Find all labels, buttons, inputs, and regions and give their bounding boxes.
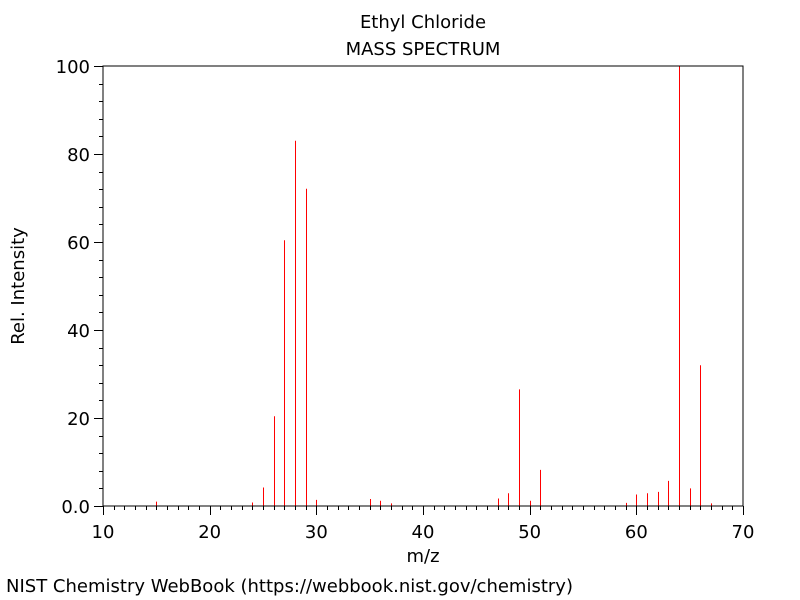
mass-spectrum-chart: Ethyl Chloride MASS SPECTRUM 10 20 30 40 50 6… <box>8 12 755 567</box>
x-tick-label-20: 20 <box>198 522 221 543</box>
x-tick-label-50: 50 <box>518 522 541 543</box>
x-tick-label-60: 60 <box>625 522 648 543</box>
ticks-layer: 10 20 30 40 50 60 70 0.0 20 40 60 80 100 <box>56 57 755 543</box>
peaks-layer <box>156 66 712 506</box>
x-tick-label-30: 30 <box>305 522 328 543</box>
source-credit: NIST Chemistry WebBook (https://webbook.… <box>6 576 573 597</box>
y-tick-label-60: 60 <box>67 233 90 254</box>
y-axis-label: Rel. Intensity <box>8 227 29 345</box>
y-tick-label-0: 0.0 <box>61 497 90 518</box>
plot-frame <box>102 65 744 507</box>
x-axis-label: m/z <box>406 546 439 567</box>
x-tick-label-70: 70 <box>732 522 755 543</box>
y-tick-label-80: 80 <box>67 145 90 166</box>
chart-subtitle: MASS SPECTRUM <box>346 39 501 60</box>
chart-title: Ethyl Chloride <box>360 12 486 33</box>
y-tick-label-40: 40 <box>67 321 90 342</box>
x-tick-label-40: 40 <box>412 522 435 543</box>
y-tick-label-100: 100 <box>56 57 90 78</box>
y-tick-label-20: 20 <box>67 409 90 430</box>
x-tick-label-10: 10 <box>92 522 115 543</box>
